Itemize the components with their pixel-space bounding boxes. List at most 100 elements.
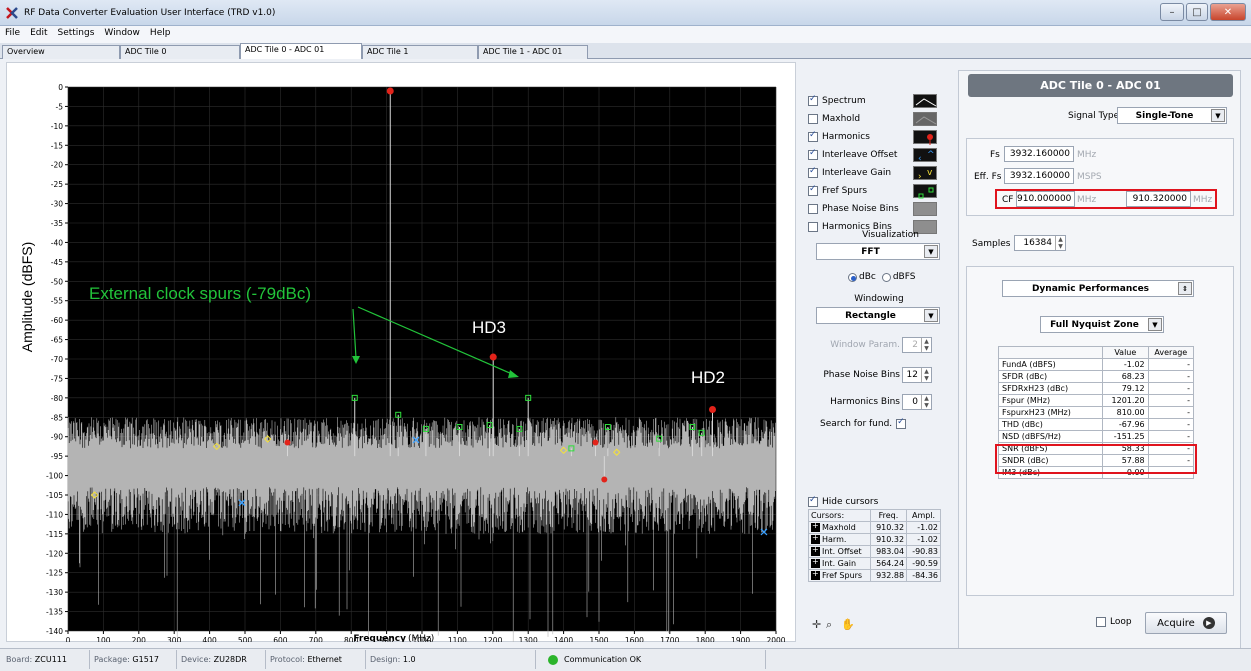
tab-adc-tile-0-adc-01[interactable]: ADC Tile 0 - ADC 01 (240, 43, 362, 59)
zoom-icon[interactable]: ⌕ (826, 618, 833, 631)
eff-fs-field[interactable]: 3932.160000 (1004, 168, 1074, 184)
fref-spurs-checkbox-box[interactable] (808, 184, 818, 196)
harmonics-bins-checkbox-box[interactable] (808, 222, 818, 232)
spinner-icon[interactable]: ▲ ▼ (921, 368, 931, 382)
close-button[interactable]: ✕ (1210, 3, 1246, 21)
signal-type-dropdown[interactable]: Single-Tone ▼ (1117, 107, 1227, 124)
y-tick-label: -130 (46, 588, 63, 597)
checkbox-maxhold[interactable]: Maxhold (808, 111, 943, 127)
tab-overview[interactable]: Overview (2, 45, 120, 59)
window-param-value: 2 (912, 340, 918, 350)
metric-average: - (1147, 430, 1195, 443)
fs-field[interactable]: 3932.160000 (1004, 146, 1074, 162)
phase-noise-bins-checkbox-box[interactable] (808, 204, 818, 214)
phase-noise-bins-input-label: Phase Noise Bins (823, 370, 900, 380)
fref-spur-marker (516, 425, 523, 432)
y-tick-label: -20 (51, 161, 63, 170)
spinner-icon[interactable]: ▲ ▼ (1055, 236, 1065, 250)
windowing-value: Rectangle (845, 310, 896, 321)
checkbox-phase-noise-bins[interactable]: Phase Noise Bins (808, 201, 943, 217)
x-tick-label: 300 (167, 636, 182, 642)
interleave-offset-marker (412, 436, 420, 444)
window-param-input[interactable]: 2 ▲ ▼ (902, 337, 932, 353)
interleave-offset-marker (238, 499, 246, 507)
harmonics-checkbox-box[interactable] (808, 130, 818, 142)
phase-noise-bins-input[interactable]: 12 ▲ ▼ (902, 367, 932, 383)
interleave-gain-checkbox-box[interactable] (808, 166, 818, 178)
table-row[interactable]: Maxhold 910.32-1.02 (808, 521, 941, 534)
checkbox-harmonics[interactable]: Harmonics (808, 129, 943, 145)
y-axis-label: Amplitude (dBFS) (19, 242, 35, 352)
performance-dropdown[interactable]: Dynamic Performances ⇕ (1002, 280, 1194, 297)
fref-spur-marker (568, 445, 575, 452)
cf-field[interactable]: 910.000000 (1016, 191, 1075, 207)
y-tick-label: -35 (51, 219, 63, 228)
x-tick-label: 700 (309, 636, 324, 642)
table-row[interactable]: Int. Offset 983.04-90.83 (808, 545, 941, 558)
checkbox-interleave-gain[interactable]: Interleave Gain›v (808, 165, 943, 182)
table-row[interactable]: Int. Gain 564.24-90.59 (808, 557, 941, 570)
spectrum-checkbox-box[interactable] (808, 94, 818, 106)
cursor-freq: 932.88 (869, 569, 908, 582)
status-bar (0, 648, 1251, 671)
status-board: Board: ZCU111 (2, 650, 90, 669)
acquire-button[interactable]: Acquire ▶ (1145, 612, 1227, 634)
metric-value: -67.96 (1102, 418, 1149, 431)
menu-help[interactable]: Help (149, 28, 171, 38)
visualization-dropdown[interactable]: FFT ▼ (816, 243, 940, 260)
y-tick-label: -45 (51, 258, 63, 267)
table-row[interactable]: Fref Spurs 932.88-84.36 (808, 569, 941, 582)
table-row: Fspur (MHz) 1201.20- (998, 394, 1195, 407)
menu-edit[interactable]: Edit (30, 28, 48, 38)
loop-checkbox-box[interactable] (1096, 617, 1106, 627)
tab-adc-tile-1[interactable]: ADC Tile 1 (362, 45, 478, 59)
chevron-down-icon: ▼ (924, 245, 938, 258)
checkbox-spectrum[interactable]: Spectrum (808, 93, 943, 109)
spinner-icon[interactable]: ▲ ▼ (921, 395, 931, 409)
x-axis-ticks: 0 100 200 300 400 500 600 700 800 900 1000 1100 1200… (66, 631, 786, 642)
checkbox-harmonics-bins[interactable]: Harmonics Bins (808, 219, 943, 235)
windowing-dropdown[interactable]: Rectangle ▼ (816, 307, 940, 324)
x-tick-label: 200 (132, 636, 147, 642)
harmonics-bins-input[interactable]: 0 ▲ ▼ (902, 394, 932, 410)
menu-settings[interactable]: Settings (57, 28, 95, 38)
cursor-icon (811, 557, 820, 568)
design-label: Design: (370, 655, 401, 664)
menu-window[interactable]: Window (104, 28, 140, 38)
interleave-offset-checkbox-box[interactable] (808, 148, 818, 160)
pan-hand-icon[interactable]: ✋ (841, 618, 855, 631)
table-row[interactable]: Harm. 910.32-1.02 (808, 533, 941, 546)
tab-adc-tile-0[interactable]: ADC Tile 0 (120, 45, 240, 59)
x-tick-label: 1900 (731, 636, 750, 642)
crosshair-icon[interactable]: ✛ (812, 618, 822, 631)
checkbox-hide-cursors[interactable]: Hide cursors (808, 494, 943, 510)
spinner-icon[interactable]: ▲ ▼ (921, 338, 931, 352)
maxhold-checkbox-box[interactable] (808, 114, 818, 124)
menu-file[interactable]: File (5, 28, 21, 38)
hide-cursors-checkbox-box[interactable] (808, 495, 818, 507)
nyquist-zone-dropdown[interactable]: Full Nyquist Zone ▼ (1040, 316, 1164, 333)
checkbox-fref-spurs[interactable]: Fref Spurs (808, 183, 943, 199)
fref-spur-marker (395, 411, 402, 418)
maximize-button[interactable]: □ (1186, 3, 1208, 21)
harmonics-marker-icon (913, 130, 937, 145)
table-row: SFDRxH23 (dBc) 79.12- (998, 382, 1195, 395)
signal-type-value: Single-Tone (1135, 110, 1194, 121)
checkbox-interleave-offset[interactable]: Interleave Offset‹^ (808, 147, 943, 164)
loop-checkbox[interactable]: Loop (1096, 617, 1132, 627)
cursor-name: Int. Offset (822, 547, 862, 556)
search-fund-checkbox[interactable] (896, 417, 907, 429)
y-tick-label: -80 (51, 394, 63, 403)
svg-text:›: › (918, 172, 922, 181)
x-axis-unit: (MHz) (408, 634, 434, 642)
fft-spectrum-plot[interactable]: 0 -5 -10 -15 -20 -25 -30 -35 -40 -45 -50 -55 -60 -65 -… (6, 62, 796, 642)
minimize-button[interactable]: – (1160, 3, 1184, 21)
radio-dbfs[interactable] (881, 272, 891, 282)
tab-adc-tile-1-adc-01[interactable]: ADC Tile 1 - ADC 01 (478, 45, 588, 59)
radio-dbc[interactable] (848, 272, 857, 282)
interleave-offset-marker-icon: ‹ ^ (913, 148, 937, 164)
y-tick-label: -100 (46, 472, 63, 481)
interleave-gain-marker (612, 448, 621, 456)
samples-input[interactable]: 16384 ▲ ▼ (1014, 235, 1066, 251)
acquire-label: Acquire (1157, 617, 1195, 629)
